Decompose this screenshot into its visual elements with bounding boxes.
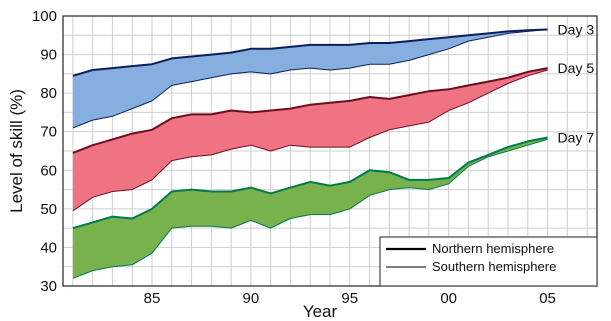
y-tick-label: 80: [40, 85, 57, 102]
series-areas: [72, 28, 548, 279]
series-0: [72, 28, 548, 129]
band-area: [72, 137, 548, 279]
y-axis-title: Level of skill (%): [7, 89, 26, 213]
series-2: [72, 136, 548, 279]
legend-label-northern: Northern hemisphere: [432, 241, 554, 256]
southern-hemisphere-line: [72, 69, 548, 212]
plot-frame: [62, 15, 598, 287]
y-tick-label: 60: [40, 162, 57, 179]
x-tick-label: 95: [341, 290, 358, 307]
y-tick-labels: 30 40 50 60 70 80 90 100: [32, 8, 57, 295]
legend-label-southern: Southern hemisphere: [432, 259, 556, 274]
southern-hemisphere-line: [72, 29, 548, 129]
northern-hemisphere-line: [72, 28, 548, 77]
series-1: [72, 67, 548, 212]
y-tick-label: 40: [40, 239, 57, 256]
y-tick-label: 70: [40, 124, 57, 141]
x-axis-title: Year: [303, 302, 338, 321]
y-tick-label: 100: [32, 8, 57, 25]
x-tick-label: 90: [243, 290, 260, 307]
band-area: [72, 68, 548, 211]
x-tick-label: 05: [539, 290, 556, 307]
legend-box: [379, 236, 598, 287]
x-tick-labels: 85 90 95 00 05: [144, 290, 556, 307]
series-label: Day 5: [558, 60, 595, 76]
northern-hemisphere-line: [72, 136, 548, 230]
y-tick-label: 50: [40, 201, 57, 218]
y-tick-label: 30: [40, 278, 57, 295]
series-label: Day 3: [558, 22, 595, 38]
x-tick-label: 85: [144, 290, 161, 307]
northern-hemisphere-line: [72, 67, 548, 154]
y-tick-label: 90: [40, 47, 57, 64]
legend: Northern hemisphere Southern hemisphere: [379, 236, 598, 287]
series-labels: Day 3 Day 5 Day 7: [558, 22, 595, 146]
series-label: Day 7: [558, 130, 595, 146]
southern-hemisphere-line: [72, 138, 548, 279]
x-tick-label: 00: [440, 290, 457, 307]
